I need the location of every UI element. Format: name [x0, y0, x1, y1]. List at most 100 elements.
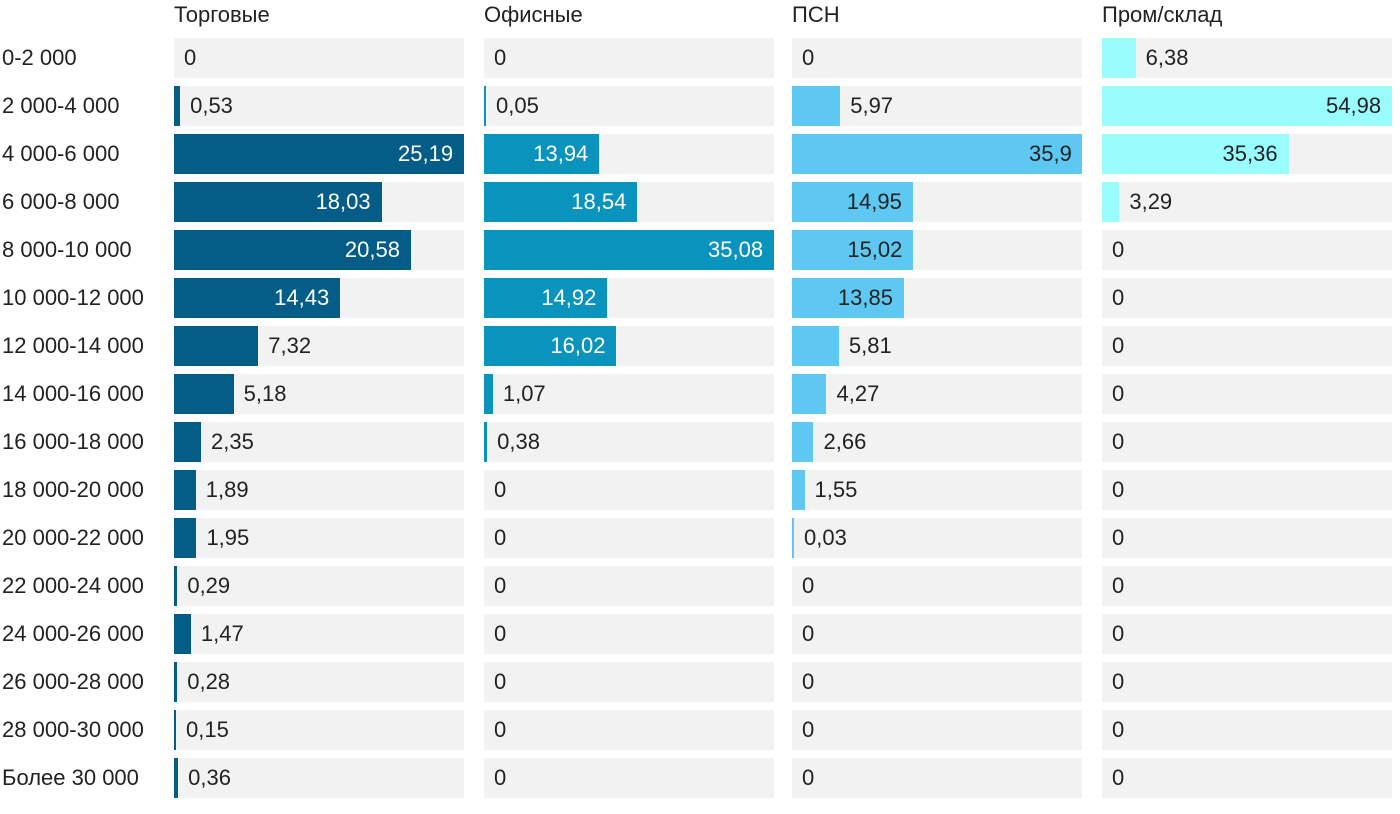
data-label: 0 [494, 477, 507, 502]
bar [174, 710, 176, 750]
data-label: 6,38 [1145, 45, 1189, 70]
bar-track: 0 [1102, 470, 1392, 510]
bar-track: 0 [484, 614, 774, 654]
bar-track: 0 [1102, 326, 1392, 366]
data-label: 0 [494, 525, 507, 550]
data-label: 0 [494, 669, 507, 694]
bar-track: 0,03 [792, 518, 1082, 558]
data-label: 0,53 [190, 93, 233, 118]
bar-track: 7,32 [174, 326, 464, 366]
bar-track: 25,19 [174, 134, 464, 174]
bar-track: 0,36 [174, 758, 464, 798]
bar [792, 470, 805, 510]
data-label: 1,89 [205, 477, 249, 502]
bar [1102, 134, 1289, 174]
data-label: 0 [494, 765, 507, 790]
bar [484, 422, 488, 462]
category-label: 28 000-30 000 [2, 717, 144, 742]
category-label: 10 000-12 000 [2, 285, 144, 310]
category-label: 22 000-24 000 [2, 573, 144, 598]
bar-track: 0 [484, 566, 774, 606]
bar-track: 0 [792, 614, 1082, 654]
bar [174, 230, 411, 270]
data-label: 0 [802, 573, 815, 598]
data-label: 1,47 [200, 621, 244, 646]
bar [792, 86, 841, 126]
bar-track: 1,95 [174, 518, 464, 558]
bar-track: 0,38 [484, 422, 774, 462]
data-label: 0 [184, 45, 197, 70]
data-label: 35,36 [1222, 141, 1278, 166]
bar [484, 134, 600, 174]
data-label: 1,07 [502, 381, 546, 406]
bar-track: 14,95 [792, 182, 1082, 222]
bar [174, 134, 464, 174]
bar-track: 0 [792, 758, 1082, 798]
data-label: 14,43 [274, 285, 330, 310]
data-label: 20,58 [344, 237, 400, 262]
bar-track: 2,66 [792, 422, 1082, 462]
bar [1102, 38, 1136, 78]
data-label: 3,29 [1129, 189, 1173, 214]
data-label: 0 [1112, 669, 1125, 694]
bar [484, 278, 608, 318]
bar-track: 1,47 [174, 614, 464, 654]
data-label: 35,9 [1029, 141, 1072, 166]
bar-track: 0 [484, 470, 774, 510]
bar-track: 0 [792, 38, 1082, 78]
data-label: 0 [1112, 621, 1125, 646]
category-label: 8 000-10 000 [2, 237, 132, 262]
data-label: 0 [1112, 765, 1125, 790]
bar-track: 0 [484, 518, 774, 558]
data-label: 0 [1112, 285, 1125, 310]
data-label: 0 [1112, 381, 1125, 406]
bar [484, 230, 774, 270]
bar [792, 374, 827, 414]
bar [174, 326, 259, 366]
category-label: Более 30 000 [2, 765, 139, 790]
data-label: 0 [1112, 717, 1125, 742]
bar-track: 18,54 [484, 182, 774, 222]
bar [792, 278, 904, 318]
category-label: 4 000-6 000 [2, 141, 120, 166]
bar-track: 6,38 [1102, 38, 1392, 78]
bar [792, 518, 794, 558]
bar-track: 0 [484, 710, 774, 750]
bar-track: 20,58 [174, 230, 464, 270]
bar [484, 182, 638, 222]
bar [174, 374, 234, 414]
bar [792, 182, 913, 222]
bar-track: 0 [1102, 614, 1392, 654]
bar-track: 35,9 [792, 134, 1082, 174]
data-label: 2,35 [211, 429, 254, 454]
bar-track: 5,81 [792, 326, 1082, 366]
data-label: 18,54 [571, 189, 627, 214]
bar-track: 1,89 [174, 470, 464, 510]
data-label: 16,02 [550, 333, 606, 358]
bar-track: 0,29 [174, 566, 464, 606]
bar-track: 0 [1102, 710, 1392, 750]
category-label: 14 000-16 000 [2, 381, 144, 406]
category-label: 26 000-28 000 [2, 669, 144, 694]
data-label: 14,95 [846, 189, 902, 214]
bar-track: 15,02 [792, 230, 1082, 270]
data-label: 0 [1112, 333, 1125, 358]
bar-track: 0 [1102, 374, 1392, 414]
bar-track: 0 [484, 662, 774, 702]
bar-track: 0 [1102, 518, 1392, 558]
data-label: 0,38 [497, 429, 540, 454]
category-label: 0-2 000 [2, 45, 77, 70]
bar-track: 0 [1102, 662, 1392, 702]
data-label: 0,36 [188, 765, 231, 790]
data-label: 1,55 [814, 477, 858, 502]
data-label: 0 [494, 573, 507, 598]
bar-track: 0 [174, 38, 464, 78]
bar-track: 0 [1102, 566, 1392, 606]
bar [174, 758, 179, 798]
data-label: 0,03 [804, 525, 847, 550]
bar-track: 13,94 [484, 134, 774, 174]
bar-track: 0 [1102, 422, 1392, 462]
data-label: 25,19 [398, 141, 454, 166]
data-label: 0,29 [187, 573, 231, 598]
